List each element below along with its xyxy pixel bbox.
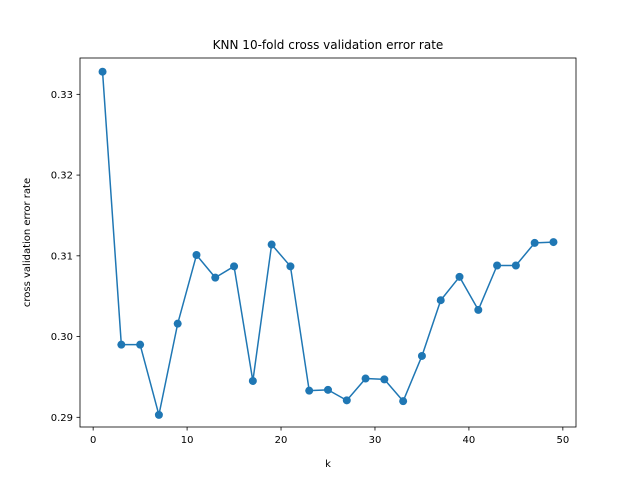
x-tick-label: 10 (181, 435, 194, 446)
x-tick-label: 20 (275, 435, 288, 446)
data-point (474, 305, 483, 314)
data-point (211, 273, 220, 282)
data-point (267, 240, 276, 249)
data-point (549, 238, 558, 247)
data-point (154, 410, 163, 419)
y-tick-label: 0.30 (51, 332, 73, 343)
x-tick-label: 50 (556, 435, 569, 446)
chart-title: KNN 10-fold cross validation error rate (213, 38, 444, 52)
y-tick-label: 0.31 (51, 251, 73, 262)
data-point (493, 261, 502, 270)
y-tick-label: 0.32 (51, 171, 73, 182)
data-point (530, 238, 539, 247)
y-tick-label: 0.33 (51, 90, 73, 101)
data-point (286, 262, 295, 271)
data-point (324, 385, 332, 394)
y-tick-label: 0.29 (51, 413, 73, 424)
data-point (136, 340, 145, 349)
x-axis-label: k (325, 459, 331, 470)
x-axis-ticks: 0 10 20 30 40 50 (90, 427, 569, 446)
data-point (342, 396, 351, 405)
data-point (192, 251, 201, 260)
data-point (436, 296, 445, 305)
data-point (98, 67, 107, 76)
x-tick-label: 40 (463, 435, 476, 446)
data-point (417, 351, 426, 360)
x-tick-label: 0 (90, 435, 96, 446)
axes-frame (79, 57, 577, 428)
data-point (380, 375, 389, 384)
y-axis-label: cross validation error rate (22, 178, 33, 307)
data-point (361, 374, 370, 383)
data-point (511, 261, 520, 270)
data-point (455, 272, 464, 281)
series-layer (98, 67, 558, 419)
data-point (230, 262, 239, 271)
data-point (248, 376, 257, 385)
y-axis-ticks: 0.29 0.30 0.31 0.32 0.33 (51, 90, 80, 424)
data-point (305, 386, 314, 395)
data-point (399, 397, 408, 406)
data-point (173, 319, 182, 328)
data-point (117, 340, 126, 349)
x-tick-label: 30 (369, 435, 382, 446)
